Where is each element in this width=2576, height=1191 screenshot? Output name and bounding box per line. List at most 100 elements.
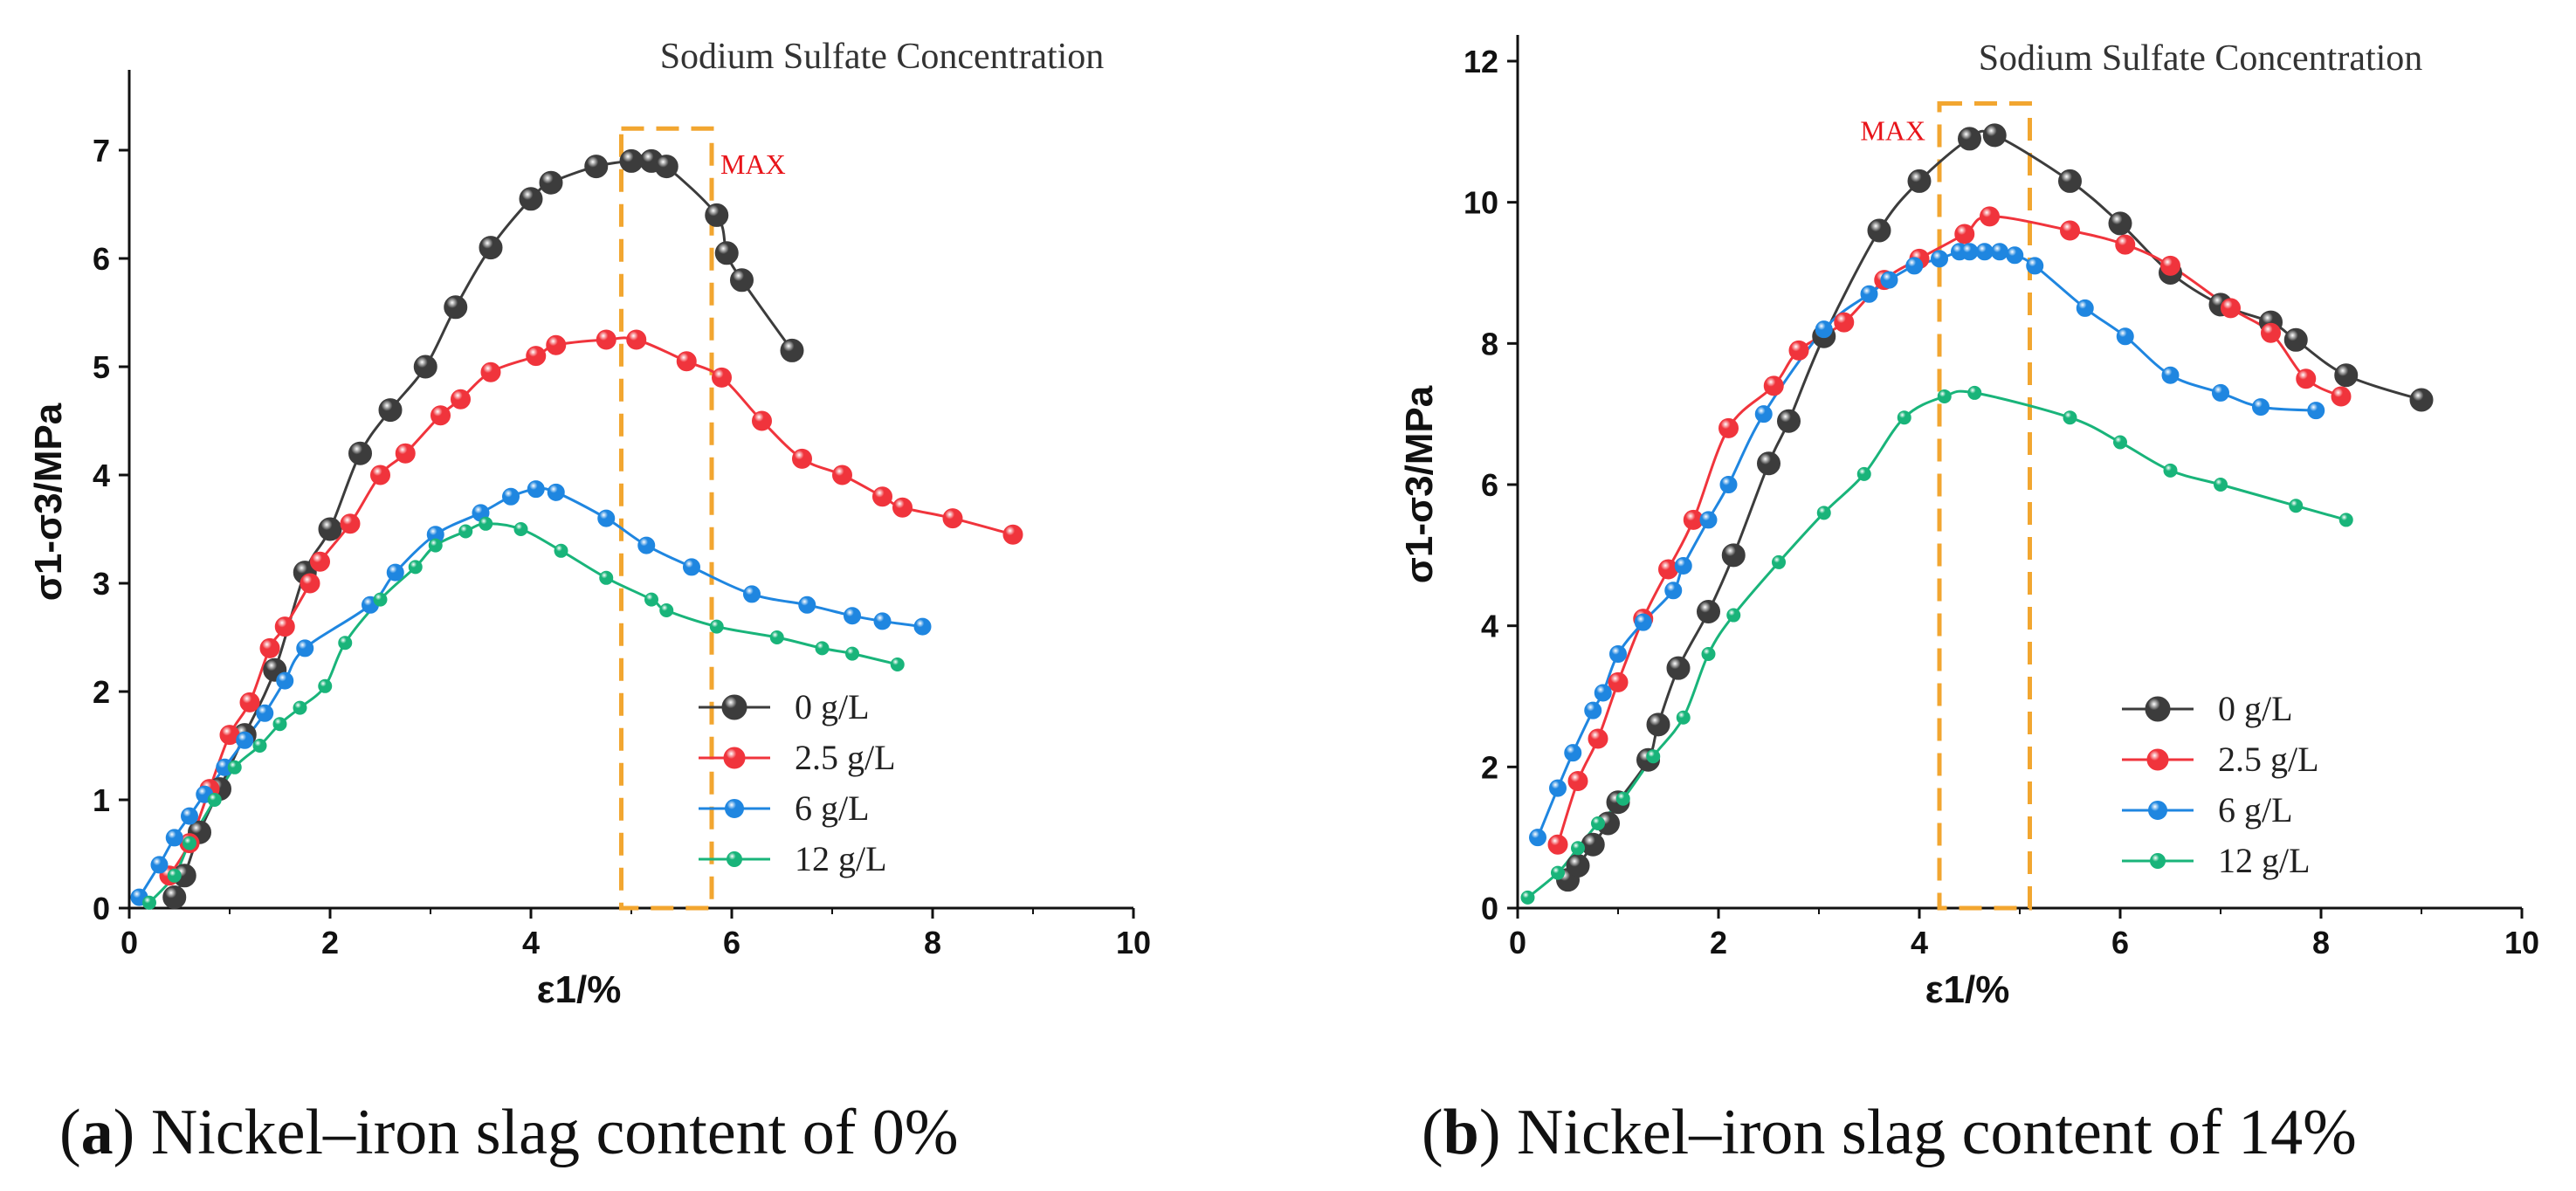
- x-axis-label-b: ε1/%: [1925, 968, 2010, 1011]
- data-point-a-0: [162, 885, 187, 910]
- data-point-a-2: [597, 509, 616, 527]
- data-point-a-3: [815, 641, 830, 656]
- data-point-a-0: [479, 236, 503, 260]
- data-point-a-2: [236, 731, 254, 749]
- data-point-a-2: [276, 671, 294, 690]
- y-axis-label-a: σ1-σ3/MPa: [27, 403, 70, 601]
- data-point-b-0: [2334, 363, 2359, 388]
- caption-panel-a: (a) Nickel–iron slag content of 0%: [59, 1097, 959, 1168]
- data-point-b-0: [1777, 409, 1801, 433]
- x-tick-label-b: 2: [1710, 925, 1727, 960]
- x-tick-label-b: 6: [2111, 925, 2129, 960]
- data-point-a-1: [480, 361, 501, 382]
- y-tick-label-b: 4: [1481, 609, 1498, 644]
- data-point-b-2: [1905, 257, 1924, 275]
- legend-label-a-3: 12 g/L: [795, 839, 887, 878]
- data-point-b-0: [1721, 543, 1746, 568]
- data-point-b-3: [1676, 710, 1691, 725]
- legend-label-b-1: 2.5 g/L: [2218, 740, 2319, 779]
- y-tick-label-b: 2: [1481, 749, 1498, 785]
- data-point-b-3: [1646, 749, 1661, 764]
- data-point-b-3: [2063, 410, 2077, 425]
- data-point-a-1: [310, 551, 330, 572]
- data-point-a-1: [526, 346, 547, 367]
- data-point-b-1: [2331, 386, 2352, 407]
- series-line-a-1: [168, 336, 1014, 877]
- data-point-b-2: [1719, 476, 1738, 493]
- caption-text-b: Nickel–iron slag content of 14%: [1516, 1097, 2357, 1168]
- data-point-a-1: [370, 465, 390, 485]
- x-tick-label-a: 10: [1116, 925, 1151, 960]
- data-point-b-3: [2113, 435, 2127, 450]
- y-tick-label-a: 2: [93, 674, 110, 710]
- data-point-b-2: [2212, 383, 2229, 402]
- data-point-b-3: [2214, 478, 2228, 492]
- data-point-b-3: [1726, 608, 1741, 623]
- legend-label-a-0: 0 g/L: [795, 687, 870, 726]
- data-point-a-3: [428, 538, 443, 553]
- data-point-a-1: [274, 616, 295, 637]
- data-point-a-3: [207, 793, 222, 807]
- data-point-b-1: [1608, 671, 1629, 692]
- data-point-b-2: [1860, 285, 1878, 303]
- data-point-b-1: [1763, 375, 1784, 396]
- data-point-a-3: [272, 717, 287, 732]
- data-point-a-3: [227, 760, 242, 774]
- legend-marker-a-0: [721, 694, 747, 720]
- data-point-b-3: [1571, 841, 1585, 856]
- y-tick-label-b: 10: [1464, 185, 1498, 221]
- data-point-b-2: [1594, 684, 1612, 702]
- chart-title-a: Sodium Sulfate Concentration: [660, 37, 1105, 77]
- data-point-b-1: [1658, 559, 1678, 580]
- data-point-b-3: [1591, 816, 1605, 830]
- legend-label-a-2: 6 g/L: [795, 788, 870, 828]
- data-point-a-1: [712, 367, 732, 388]
- y-tick-label-a: 3: [93, 566, 110, 602]
- data-point-b-3: [1816, 506, 1831, 520]
- data-point-a-3: [845, 646, 859, 661]
- data-point-b-2: [1634, 613, 1652, 631]
- data-point-a-1: [872, 486, 892, 507]
- data-point-a-1: [546, 334, 567, 355]
- data-point-b-2: [1975, 243, 1994, 261]
- data-point-a-0: [378, 398, 403, 423]
- data-point-b-0: [1867, 218, 1891, 243]
- data-point-b-2: [2026, 257, 2044, 275]
- legend-marker-b-1: [2146, 748, 2169, 771]
- data-point-a-1: [832, 465, 852, 485]
- x-tick-label-b: 10: [2504, 925, 2539, 960]
- data-point-a-2: [527, 480, 545, 499]
- data-point-a-1: [676, 351, 697, 372]
- data-point-a-2: [873, 612, 892, 630]
- y-tick-label-a: 5: [93, 349, 110, 385]
- data-point-a-0: [539, 170, 563, 195]
- data-point-b-3: [2289, 499, 2304, 513]
- data-point-b-3: [1937, 389, 1952, 403]
- data-point-a-1: [239, 692, 260, 713]
- data-point-a-3: [890, 657, 905, 671]
- data-point-b-2: [1815, 320, 1833, 339]
- data-point-a-3: [408, 560, 423, 575]
- data-point-b-0: [2058, 169, 2082, 193]
- data-point-a-2: [683, 558, 700, 576]
- data-point-a-0: [654, 155, 678, 179]
- legend-marker-a-2: [725, 799, 744, 818]
- data-point-a-3: [318, 678, 333, 693]
- caption-panel-b: (b) Nickel–iron slag content of 14%: [1422, 1097, 2357, 1168]
- caption-letter-b: b: [1443, 1097, 1479, 1168]
- data-point-b-3: [2338, 513, 2353, 527]
- data-point-a-3: [167, 868, 182, 883]
- data-point-b-0: [2409, 388, 2434, 412]
- data-point-b-0: [1958, 127, 1981, 151]
- data-point-b-3: [1897, 410, 1911, 425]
- data-point-a-2: [502, 487, 520, 506]
- data-point-b-0: [1982, 123, 2007, 148]
- data-point-a-3: [293, 700, 307, 715]
- data-point-b-2: [1880, 271, 1898, 289]
- data-point-b-3: [1772, 554, 1786, 569]
- max-label-b: MAX: [1860, 115, 1925, 147]
- data-point-a-0: [444, 295, 468, 320]
- data-point-b-0: [2108, 211, 2132, 236]
- data-point-b-2: [1991, 243, 2008, 261]
